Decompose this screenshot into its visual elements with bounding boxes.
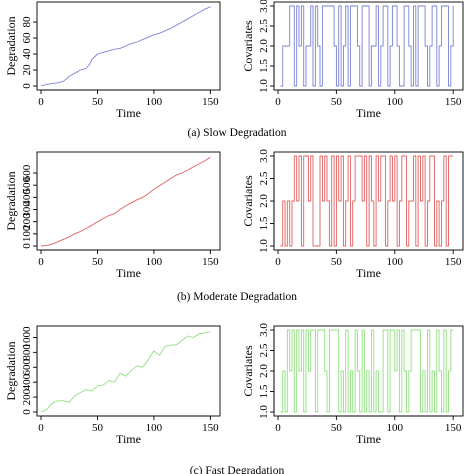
b-right-y-tick-label: 2.0 — [258, 194, 270, 208]
c-right-y-tick-label: 3.0 — [258, 323, 270, 337]
b-left-y-tick-label: 400 — [21, 189, 33, 206]
b-right-y-tick-label: 3.0 — [258, 149, 270, 163]
a-right-x-tick-label: 150 — [445, 96, 462, 108]
b-right-x-tick-label: 0 — [275, 256, 281, 268]
c-left-series-line — [40, 331, 211, 413]
b-right-x-tick-label: 150 — [445, 256, 462, 268]
caption-a: (a) Slow Degradation — [188, 127, 287, 139]
a-right-x-tick-label: 100 — [387, 96, 404, 108]
b-left-series-line — [40, 156, 211, 247]
c-right-x-tick-label: 50 — [331, 422, 343, 434]
b-left-x-tick-label: 50 — [92, 256, 104, 268]
b-left-y-tick-label: 500 — [21, 176, 33, 193]
b-right-y-tick-label: 2.5 — [258, 171, 270, 185]
a-right-y-tick-label: 1.0 — [258, 79, 270, 93]
a-right-y-tick-label: 3.0 — [258, 0, 270, 13]
c-right-y-tick-label: 2.5 — [258, 343, 270, 357]
b-left-x-tick-label: 0 — [38, 256, 44, 268]
b-left-y-tick-label: 0 — [21, 243, 33, 249]
c-left-y-tick-label: 600 — [21, 359, 33, 376]
c-left-x-tick-label: 100 — [146, 422, 163, 434]
b-left-plot-frame — [36, 151, 221, 251]
a-right-y-tick-label: 2.5 — [258, 19, 270, 33]
c-right-x-axis-label: Time — [356, 432, 381, 446]
a-left-y-tick-label: 80 — [21, 16, 33, 28]
a-right-y-tick-label: 2.0 — [258, 39, 270, 53]
a-right-plot-frame — [273, 1, 464, 91]
caption-b: (b) Moderate Degradation — [177, 291, 297, 303]
b-right-series-line — [280, 155, 454, 247]
c-left-y-tick-label: 800 — [21, 344, 33, 361]
c-left-y-tick-label: 1000 — [21, 326, 33, 349]
c-left-x-tick-label: 150 — [202, 422, 219, 434]
c-right-x-tick-label: 0 — [275, 422, 281, 434]
c-left-x-axis-label: Time — [116, 432, 141, 446]
b-left-y-tick-label: 600 — [21, 164, 33, 181]
a-right-x-tick-label: 0 — [275, 96, 281, 108]
a-left-series-line — [40, 6, 211, 87]
c-left-y-axis-label: Degradation — [4, 341, 18, 400]
a-right-y-axis-label: Covariates — [241, 20, 255, 72]
b-left-y-tick-label: 100 — [21, 225, 33, 242]
a-left-y-tick-label: 60 — [21, 32, 33, 44]
b-right-y-axis-label: Covariates — [241, 175, 255, 227]
c-left-y-tick-label: 400 — [21, 373, 33, 390]
c-right-x-tick-label: 150 — [445, 422, 462, 434]
a-right-x-tick-label: 50 — [331, 96, 343, 108]
b-left-y-tick-label: 200 — [21, 213, 33, 230]
b-right-y-tick-label: 1.5 — [258, 216, 270, 230]
c-left-x-tick-label: 0 — [38, 422, 44, 434]
a-left-plot-frame — [36, 1, 221, 91]
a-left-x-axis-label: Time — [116, 106, 141, 120]
a-right-series-line — [280, 5, 454, 87]
a-left-y-tick-label: 40 — [21, 48, 33, 60]
a-left-y-tick-label: 20 — [21, 64, 33, 76]
a-left-y-tick-label: 0 — [21, 83, 33, 89]
c-left-y-tick-label: 200 — [21, 388, 33, 405]
b-left-y-tick-label: 300 — [21, 201, 33, 218]
c-left-plot-frame — [36, 325, 221, 417]
a-left-x-tick-label: 150 — [202, 96, 219, 108]
c-right-y-tick-label: 2.0 — [258, 364, 270, 378]
c-right-y-axis-label: Covariates — [241, 345, 255, 397]
b-left-x-tick-label: 150 — [202, 256, 219, 268]
a-right-y-tick-label: 1.5 — [258, 59, 270, 73]
c-right-series-line — [280, 329, 454, 413]
a-right-x-axis-label: Time — [356, 106, 381, 120]
a-left-x-tick-label: 100 — [146, 96, 163, 108]
b-right-x-axis-label: Time — [356, 266, 381, 280]
b-right-y-tick-label: 1.0 — [258, 239, 270, 253]
a-left-x-tick-label: 0 — [38, 96, 44, 108]
c-right-x-tick-label: 100 — [387, 422, 404, 434]
b-right-x-tick-label: 50 — [331, 256, 343, 268]
b-left-x-axis-label: Time — [116, 266, 141, 280]
c-right-y-tick-label: 1.0 — [258, 405, 270, 419]
c-left-x-tick-label: 50 — [92, 422, 104, 434]
c-right-y-tick-label: 1.5 — [258, 384, 270, 398]
b-left-x-tick-label: 100 — [146, 256, 163, 268]
b-left-y-axis-label: Degradation — [4, 171, 18, 230]
b-right-x-tick-label: 100 — [387, 256, 404, 268]
c-left-y-tick-label: 0 — [21, 409, 33, 415]
a-left-x-tick-label: 50 — [92, 96, 104, 108]
a-left-y-axis-label: Degradation — [4, 16, 18, 75]
caption-c: (c) Fast Degradation — [190, 465, 285, 474]
